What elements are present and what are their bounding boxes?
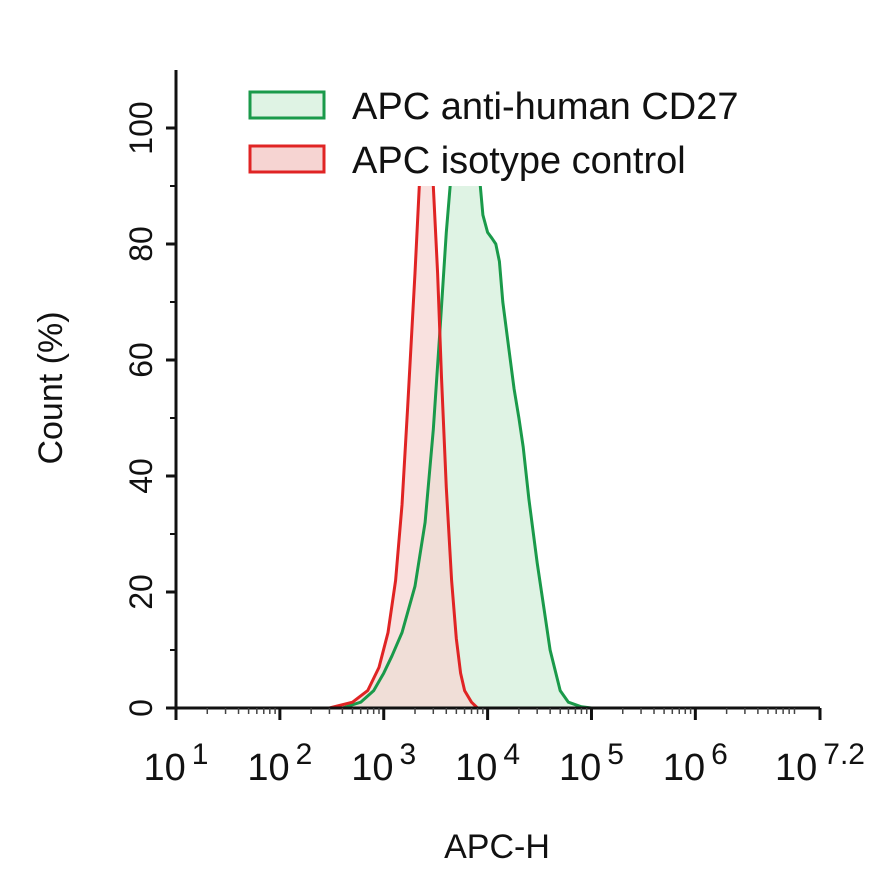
y-tick-label: 40 <box>123 458 159 494</box>
y-tick-label: 20 <box>123 574 159 610</box>
legend-label-0: APC anti-human CD27 <box>352 86 739 128</box>
x-tick-label: 10 4 <box>455 738 520 789</box>
legend-swatch-0 <box>248 90 326 120</box>
y-tick-label: 60 <box>123 342 159 378</box>
y-tick-label: 0 <box>123 699 159 717</box>
axes-layer: 0 20 40 60 80 100 10 1 10 2 10 3 10 4 10 5 10 6 10 7.2 <box>123 70 865 789</box>
x-axis-title: APC-H <box>444 828 550 866</box>
y-tick-label: 100 <box>123 101 159 154</box>
x-tick-label: 10 5 <box>559 738 624 789</box>
x-tick-label: 10 1 <box>144 738 209 789</box>
series-fill-1 <box>329 128 478 708</box>
legend-label-1: APC isotype control <box>352 140 686 182</box>
series-layer <box>329 126 592 710</box>
y-axis-title: Count (%) <box>32 311 70 464</box>
x-tick-label: 10 2 <box>247 738 312 789</box>
x-tick-label: 10 7.2 <box>775 738 865 789</box>
series-fill-0 <box>342 128 592 708</box>
legend: APC anti-human CD27 APC isotype control <box>238 78 820 186</box>
y-tick-label: 80 <box>123 226 159 262</box>
x-tick-label: 10 3 <box>351 738 416 789</box>
legend-background <box>238 78 820 186</box>
x-tick-label: 10 6 <box>663 738 728 789</box>
legend-swatch-1 <box>248 144 326 174</box>
